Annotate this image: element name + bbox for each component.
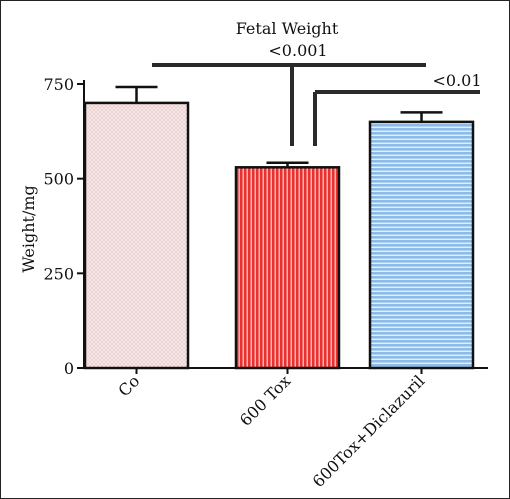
x-tick-label: 600 Tox — [236, 371, 294, 429]
y-tick-label: 750 — [43, 75, 74, 94]
x-tick-label: Co — [114, 371, 143, 400]
significance-group: <0.001 <0.01 — [152, 41, 482, 146]
y-tick-label: 250 — [43, 264, 74, 283]
x-tick-labels-group: Co 600 Tox 600Tox+Diclazuril — [114, 368, 428, 491]
bar — [368, 120, 475, 370]
y-tick-label: 0 — [64, 359, 74, 378]
y-ticks-group: 0 250 500 750 — [43, 75, 84, 378]
chart-title: Fetal Weight — [236, 19, 339, 38]
bars-group — [83, 101, 475, 370]
y-axis-label: Weight/mg — [19, 185, 38, 273]
p-value-label: <0.001 — [268, 41, 327, 60]
bar — [83, 101, 190, 370]
error-bars-group — [115, 85, 443, 168]
bar — [234, 166, 341, 370]
p-value-label: <0.01 — [432, 71, 481, 90]
x-tick-label: 600Tox+Diclazuril — [309, 371, 429, 491]
y-tick-label: 500 — [43, 170, 74, 189]
